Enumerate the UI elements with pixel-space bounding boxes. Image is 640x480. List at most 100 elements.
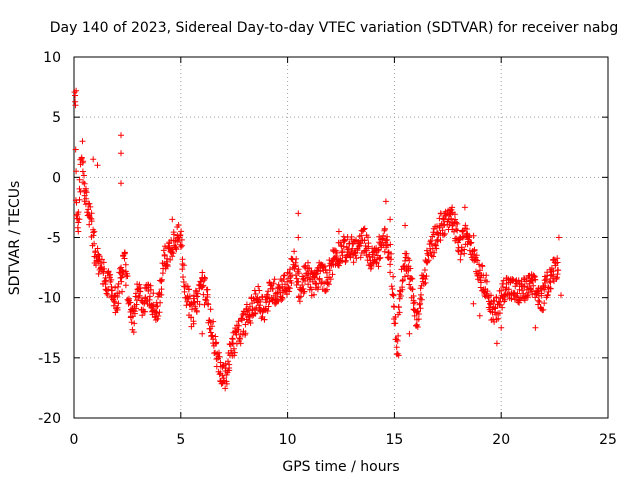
data-point — [209, 332, 216, 339]
data-point — [204, 286, 211, 293]
data-point — [127, 299, 134, 306]
data-point — [457, 251, 464, 258]
data-point — [332, 253, 339, 260]
data-point — [387, 216, 394, 223]
data-point — [470, 251, 476, 258]
data-point — [347, 253, 354, 260]
data-point — [183, 302, 190, 309]
data-point — [249, 312, 256, 319]
data-point — [467, 240, 474, 247]
data-point — [353, 255, 360, 262]
data-point — [326, 257, 333, 264]
data-point — [410, 306, 417, 313]
data-point — [315, 284, 322, 291]
data-point — [329, 271, 336, 278]
data-point — [229, 335, 236, 342]
data-point — [377, 254, 384, 261]
data-point — [193, 308, 200, 315]
data-point — [264, 308, 271, 314]
data-point — [258, 315, 265, 322]
data-point — [380, 232, 387, 239]
data-point — [477, 267, 483, 274]
data-point — [145, 288, 152, 294]
x-tick-label: 5 — [176, 432, 185, 448]
data-point — [73, 87, 80, 94]
data-point — [252, 291, 259, 297]
data-point — [355, 243, 362, 250]
data-point — [406, 257, 413, 264]
data-point — [169, 253, 176, 260]
data-point — [453, 226, 460, 233]
data-point — [77, 188, 84, 195]
data-point — [361, 248, 368, 255]
data-point — [335, 228, 342, 235]
data-point — [399, 286, 406, 293]
data-point — [156, 309, 163, 316]
data-point — [154, 315, 161, 322]
data-point — [170, 250, 177, 257]
x-tick-label: 10 — [279, 432, 297, 448]
data-point — [336, 259, 342, 266]
x-tick-label: 20 — [492, 432, 510, 448]
data-point — [532, 324, 539, 331]
data-point — [400, 277, 406, 283]
data-point — [178, 236, 185, 243]
data-point — [170, 229, 177, 236]
data-point — [147, 282, 154, 289]
data-point — [410, 293, 417, 299]
data-point — [76, 216, 83, 223]
data-point — [523, 278, 530, 285]
data-point — [441, 230, 448, 237]
data-point — [427, 249, 434, 256]
data-point — [292, 262, 299, 269]
data-point — [145, 281, 151, 288]
data-point — [321, 263, 328, 270]
data-point — [422, 276, 429, 282]
data-point — [308, 286, 315, 293]
data-point — [244, 308, 251, 315]
data-point — [545, 288, 552, 295]
data-point — [326, 267, 333, 274]
data-point — [118, 150, 124, 157]
data-point — [91, 240, 98, 247]
data-point — [387, 261, 394, 268]
data-point — [199, 283, 206, 290]
data-point — [327, 276, 334, 283]
data-point — [468, 239, 475, 246]
data-point — [325, 281, 332, 288]
data-point — [428, 240, 435, 247]
data-point — [297, 293, 304, 300]
data-point — [461, 204, 468, 211]
data-point — [393, 336, 400, 343]
data-point — [100, 259, 107, 266]
data-point — [275, 298, 282, 305]
data-point — [397, 293, 404, 299]
data-point — [342, 237, 348, 244]
data-point — [305, 281, 312, 288]
data-point — [530, 282, 537, 289]
data-point — [430, 253, 437, 260]
data-point — [471, 246, 478, 253]
data-point — [474, 257, 481, 264]
data-point — [424, 258, 431, 265]
data-point — [322, 266, 329, 273]
data-point — [514, 290, 521, 297]
data-point — [86, 221, 93, 228]
data-point — [392, 320, 399, 327]
grid-lines — [74, 57, 608, 418]
data-point — [305, 259, 311, 266]
data-point — [188, 314, 194, 321]
data-point — [257, 298, 264, 305]
data-point — [286, 288, 293, 295]
x-tick-label: 15 — [385, 432, 403, 448]
data-point — [393, 344, 400, 351]
data-point — [519, 287, 526, 294]
data-point — [278, 297, 285, 304]
data-point — [121, 249, 128, 256]
data-point — [418, 291, 424, 298]
data-point — [104, 291, 111, 298]
data-point — [293, 255, 300, 262]
chart-title: Day 140 of 2023, Sidereal Day-to-day VTE… — [50, 20, 618, 36]
data-point — [130, 329, 137, 336]
